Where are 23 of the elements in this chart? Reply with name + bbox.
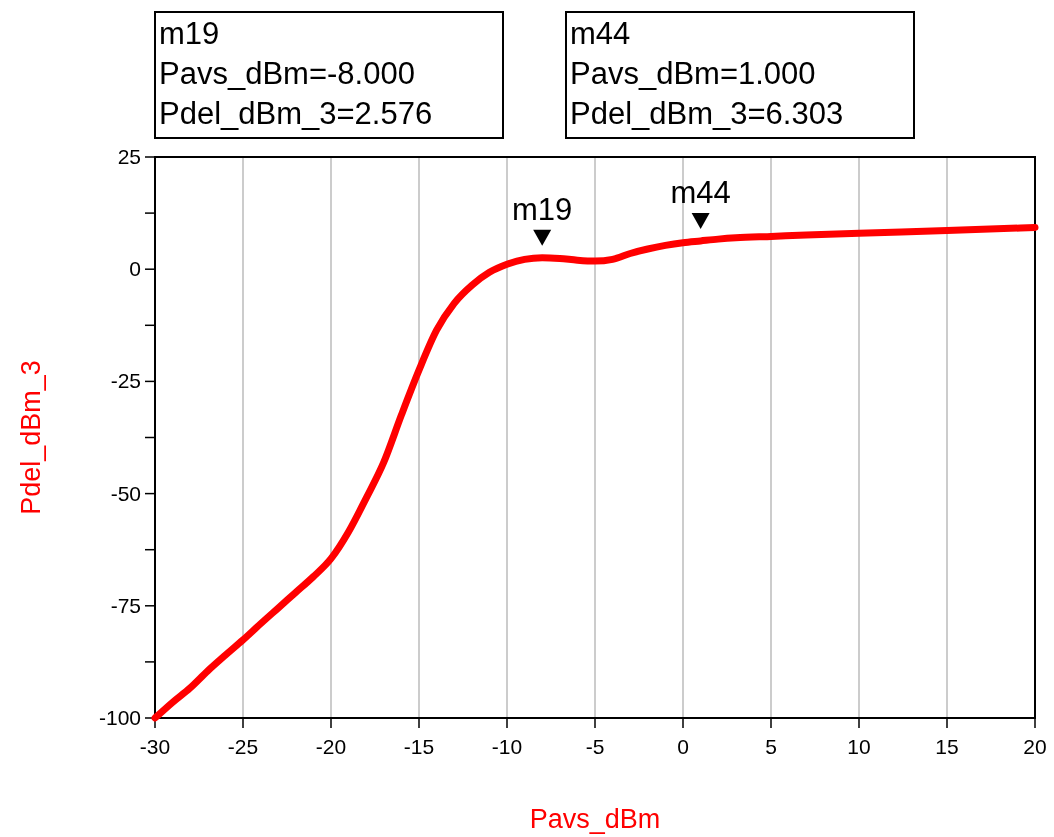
x-tick-label: -5 <box>585 735 605 758</box>
x-tick-label: -10 <box>491 735 523 758</box>
x-tick-label: 5 <box>765 735 777 758</box>
x-tick-label: -15 <box>403 735 435 758</box>
x-tick-label: 0 <box>677 735 689 758</box>
text: m44 Pavs_dBm=1.000 Pdel_dBm_3=6.303 <box>570 16 844 131</box>
annotation: m19 <box>512 191 573 227</box>
x-tick-label: 10 <box>847 735 871 758</box>
x-tick-label: 20 <box>1023 735 1047 758</box>
y-tick-label: -50 <box>110 481 141 505</box>
x-tick-label: 15 <box>935 735 959 758</box>
x-tick-label: -20 <box>315 735 347 758</box>
y-tick-label: -25 <box>110 369 141 393</box>
text: m19 Pavs_dBm=-8.000 Pdel_dBm_3=2.576 <box>159 16 433 131</box>
x-tick-label: -30 <box>139 735 171 758</box>
x-tick-label: -25 <box>227 735 259 758</box>
y-tick-label: -100 <box>98 706 141 729</box>
y-tick-label: 25 <box>117 145 141 168</box>
x-axis-title: Pavs_dBm <box>529 804 661 834</box>
y-tick-label: -75 <box>110 593 141 617</box>
y-tick-label: 0 <box>129 257 141 281</box>
y-axis-title: Pdel_dBm_3 <box>16 360 46 515</box>
annotation: m44 <box>670 174 731 210</box>
